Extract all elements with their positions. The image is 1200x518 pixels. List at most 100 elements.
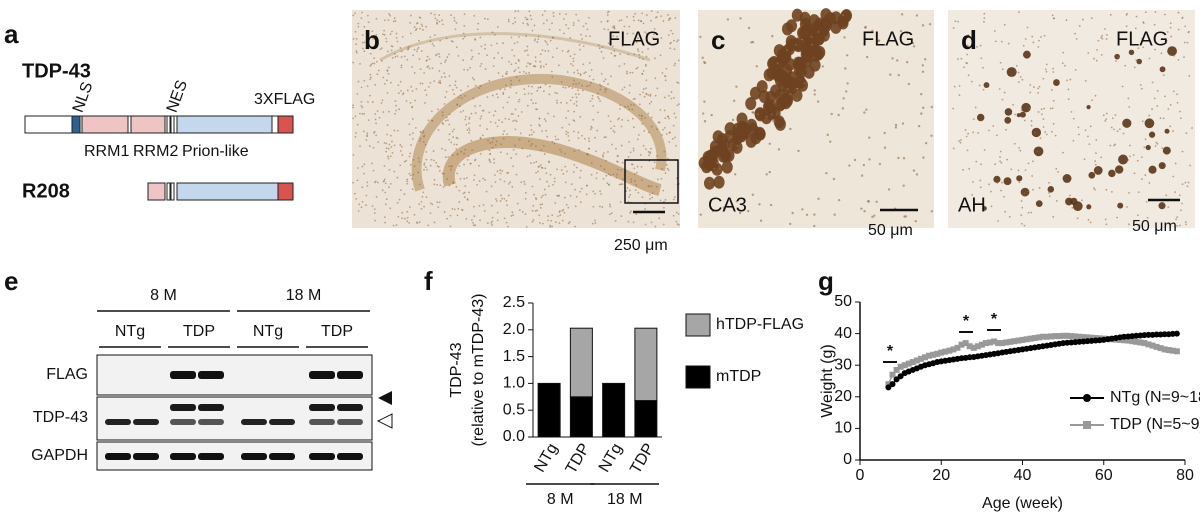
cell-dot: [530, 133, 533, 136]
cell-dot: [1014, 113, 1016, 116]
blot-band: [105, 419, 131, 425]
cell-dot: [1143, 146, 1146, 149]
cell-dot: [558, 12, 561, 15]
cell-dot: [1162, 117, 1165, 120]
cell-dot: [600, 20, 603, 23]
cell-dot: [539, 203, 542, 206]
cell-dot: [638, 56, 641, 59]
cell-dot: [732, 99, 736, 102]
legend-swatch: [685, 313, 711, 337]
cell-dot: [422, 191, 425, 194]
cell-dot: [845, 90, 848, 93]
cell-dot: [1036, 150, 1039, 153]
cell-dot: [645, 148, 647, 151]
cell-dot: [535, 171, 537, 174]
cell-dot: [386, 91, 389, 94]
cell-dot: [493, 158, 496, 161]
cell-dot: [573, 103, 576, 105]
blot-band: [337, 404, 363, 411]
cell-dot: [635, 171, 638, 174]
cell-dot: [1043, 34, 1046, 37]
cell-nucleus: [1148, 131, 1156, 138]
cell-dot: [635, 41, 638, 44]
cell-dot: [1037, 87, 1040, 90]
cell-nucleus: [1088, 171, 1096, 179]
marker: [885, 381, 892, 388]
cell-dot: [478, 52, 480, 55]
cell-dot: [565, 102, 568, 104]
cell-dot: [1162, 74, 1165, 77]
cell-nucleus: [786, 19, 798, 33]
cell-dot: [967, 74, 970, 77]
cell-dot: [1027, 162, 1030, 165]
cell-dot: [473, 78, 475, 81]
cell-dot: [538, 125, 541, 127]
cell-dot: [527, 24, 530, 26]
marker: [999, 340, 1006, 347]
cell-dot: [514, 62, 517, 65]
cell-dot: [524, 191, 527, 194]
cell-dot: [1020, 214, 1023, 217]
cell-dot: [564, 165, 567, 168]
cell-dot: [547, 112, 549, 115]
cell-dot: [1005, 128, 1007, 131]
cell-dot: [1003, 23, 1006, 26]
cell-dot: [524, 213, 527, 216]
cell-dot: [454, 28, 457, 31]
cell-dot: [846, 82, 849, 85]
cell-dot: [465, 115, 467, 118]
domain-diagram: [24, 115, 294, 201]
cell-dot: [511, 211, 514, 214]
cell-dot: [584, 71, 587, 74]
cell-dot: [463, 163, 465, 166]
cell-dot: [710, 113, 713, 117]
cell-dot: [433, 178, 436, 181]
cell-dot: [1146, 216, 1149, 219]
cell-dot: [957, 58, 959, 60]
cell-dot: [627, 156, 630, 158]
cell-dot: [846, 54, 849, 57]
cell-dot: [635, 183, 638, 186]
cell-dot: [541, 14, 544, 16]
cell-dot: [366, 185, 369, 187]
cell-dot: [602, 152, 605, 155]
cell-dot: [614, 54, 617, 57]
cell-dot: [1181, 183, 1184, 186]
cell-dot: [410, 144, 412, 146]
cell-dot: [408, 206, 411, 209]
cell-dot: [422, 141, 425, 143]
marker: [1072, 333, 1079, 340]
cell-dot: [466, 129, 469, 131]
marker: [1015, 337, 1022, 344]
cell-dot: [419, 82, 422, 85]
cell-dot: [462, 109, 465, 112]
cell-dot: [651, 37, 654, 39]
cell-dot: [1072, 139, 1075, 142]
cell-dot: [481, 134, 484, 137]
cell-dot: [357, 22, 360, 25]
cell-dot: [400, 189, 402, 191]
cell-dot: [473, 174, 476, 177]
cell-dot: [1105, 118, 1108, 121]
legend-label: mTDP: [716, 368, 761, 385]
cell-dot: [558, 28, 561, 31]
cell-dot: [805, 213, 809, 216]
cell-dot: [453, 19, 456, 22]
cell-dot: [403, 193, 406, 195]
cell-dot: [785, 48, 789, 52]
cell-dot: [461, 209, 464, 212]
scale-label: 50 μm: [1132, 218, 1177, 235]
cell-dot: [1124, 64, 1127, 67]
blot-band: [337, 453, 363, 460]
cell-dot: [565, 23, 568, 26]
cell-dot: [363, 41, 366, 44]
cell-dot: [1019, 75, 1022, 78]
marker: [970, 344, 977, 351]
cell-dot: [959, 141, 962, 144]
cell-dot: [374, 83, 376, 86]
blot-band: [309, 419, 335, 425]
cell-dot: [878, 162, 882, 166]
cell-dot: [424, 166, 427, 169]
cell-dot: [457, 54, 460, 57]
cell-dot: [375, 196, 378, 198]
